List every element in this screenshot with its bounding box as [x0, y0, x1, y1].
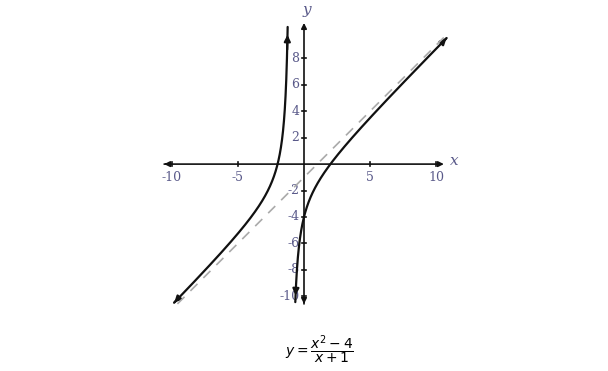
Text: -8: -8 — [287, 263, 299, 276]
Text: -2: -2 — [288, 184, 299, 197]
Text: x: x — [450, 154, 458, 168]
Text: 6: 6 — [291, 78, 299, 91]
Text: 8: 8 — [291, 52, 299, 65]
Text: 4: 4 — [291, 105, 299, 118]
Text: -6: -6 — [287, 237, 299, 250]
Text: -5: -5 — [232, 171, 244, 184]
Text: $y = \dfrac{x^2-4}{x+1}$: $y = \dfrac{x^2-4}{x+1}$ — [285, 333, 354, 366]
Text: y: y — [303, 3, 312, 17]
Text: -4: -4 — [287, 210, 299, 223]
Text: 2: 2 — [291, 131, 299, 144]
Text: 5: 5 — [366, 171, 374, 184]
Text: 10: 10 — [428, 171, 444, 184]
Text: -10: -10 — [279, 290, 299, 303]
Text: -10: -10 — [162, 171, 182, 184]
